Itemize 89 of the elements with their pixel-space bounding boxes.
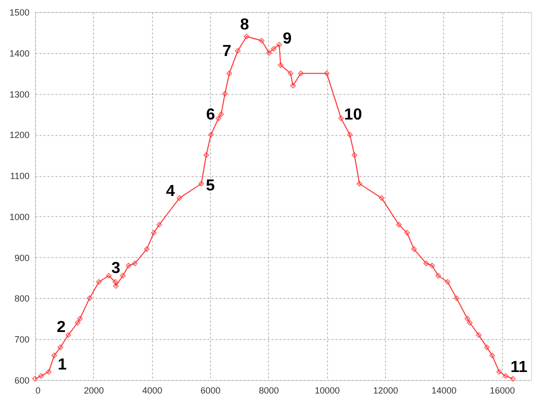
point (150, 230, 157, 236)
point (203, 152, 210, 158)
annotation: 3 (111, 260, 120, 277)
point (244, 34, 250, 40)
point (51, 352, 58, 358)
y-tick-label: 1100 (10, 171, 30, 182)
point (278, 62, 284, 68)
point (218, 111, 224, 118)
point (234, 48, 241, 54)
point (288, 70, 294, 76)
point (120, 272, 126, 279)
point (466, 320, 473, 326)
point (86, 295, 92, 302)
point (346, 132, 353, 138)
x-tick-label: 0 (36, 386, 41, 396)
y-tick-label: 900 (14, 252, 30, 263)
x-tick-label: 14000 (431, 386, 456, 396)
annotation: 2 (56, 319, 66, 336)
point (216, 115, 222, 122)
point (489, 352, 496, 358)
annotation: 4 (166, 183, 175, 200)
point (198, 180, 204, 187)
x-tick-label: 2000 (84, 386, 104, 396)
point (126, 262, 132, 268)
point (378, 195, 384, 201)
annotation: 8 (240, 16, 250, 34)
annotation: 7 (222, 42, 232, 60)
y-tick-label: 800 (14, 294, 30, 304)
point (38, 373, 44, 379)
point (266, 50, 272, 56)
point (112, 279, 118, 285)
point (496, 368, 502, 375)
point (510, 376, 516, 382)
point (352, 152, 358, 158)
point (222, 90, 228, 97)
point (208, 132, 214, 138)
x-tick-label: 16000 (490, 386, 515, 396)
annotation: 9 (282, 30, 292, 48)
y-tick-label: 1300 (9, 89, 30, 100)
y-tick-label: 1500 (9, 8, 30, 18)
point (411, 246, 417, 252)
point (258, 38, 265, 44)
point (276, 42, 282, 48)
y-tick-label: 1000 (9, 212, 30, 222)
point (435, 272, 442, 279)
x-tick-label: 4000 (142, 386, 162, 396)
point (396, 222, 402, 228)
point (176, 195, 182, 201)
point (484, 344, 490, 350)
point (290, 82, 296, 88)
point (429, 262, 435, 268)
point (58, 344, 64, 350)
point (156, 222, 162, 228)
point (46, 368, 52, 375)
point (106, 272, 112, 279)
annotation: 10 (344, 106, 362, 124)
point (226, 70, 232, 76)
y-tick-label: 700 (14, 334, 30, 345)
annotation: 5 (206, 178, 215, 195)
point (32, 376, 38, 382)
annotation: 11 (510, 358, 528, 376)
point (144, 246, 150, 252)
point (476, 332, 482, 338)
y-tick-label: 1200 (9, 130, 30, 140)
x-tick-label: 8000 (258, 386, 279, 396)
x-tick-label: 6000 (200, 386, 221, 396)
point (65, 332, 72, 338)
point (502, 373, 508, 379)
point (454, 295, 460, 302)
point (298, 70, 304, 76)
point (77, 316, 83, 322)
annotation: 1 (58, 356, 67, 374)
point (324, 70, 330, 76)
point (96, 279, 102, 285)
y-tick-label: 600 (14, 376, 30, 386)
point (356, 180, 362, 187)
point (112, 283, 119, 289)
point (270, 46, 277, 52)
point (132, 260, 138, 266)
point (464, 316, 470, 322)
point (338, 115, 344, 122)
point (74, 320, 80, 326)
point (423, 260, 430, 266)
y-tick-label: 1400 (9, 48, 30, 58)
x-tick-label: 12000 (373, 386, 398, 396)
point (404, 230, 410, 236)
point (444, 279, 450, 285)
annotation: 6 (206, 106, 216, 124)
x-tick-label: 10000 (314, 386, 340, 396)
